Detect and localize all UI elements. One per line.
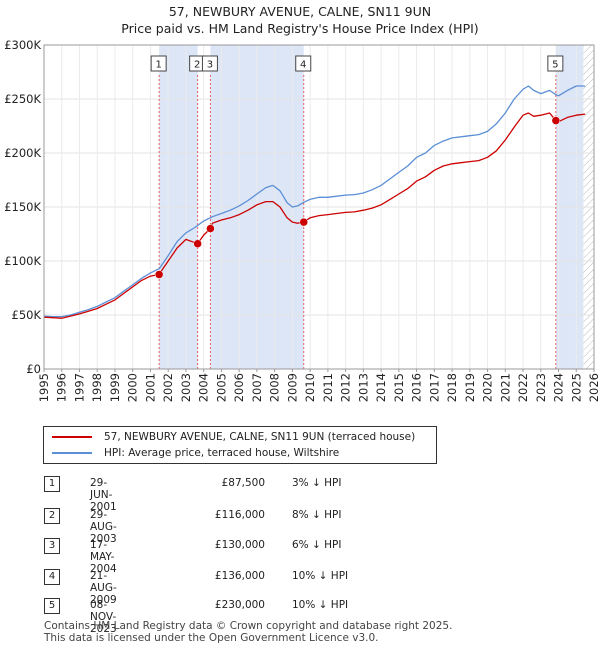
x-tick-label: 2025 xyxy=(569,373,583,402)
x-tick-label: 1996 xyxy=(55,373,69,402)
x-tick-label: 2008 xyxy=(268,373,282,402)
transaction-price: £230,000 xyxy=(214,599,265,611)
footer-copyright: Contains HM Land Registry data © Crown c… xyxy=(44,620,453,632)
x-tick-label: 1995 xyxy=(37,373,51,402)
sale-label-box xyxy=(201,55,218,72)
x-tick-label: 2016 xyxy=(410,373,424,402)
y-tick-label: £150K xyxy=(4,200,41,214)
sale-label-text: 4 xyxy=(300,60,306,71)
x-tick-label: 2019 xyxy=(463,373,477,402)
transaction-number: 3 xyxy=(44,538,60,554)
y-tick-label: £100K xyxy=(4,254,41,268)
x-tick-label: 2015 xyxy=(392,373,406,402)
y-tick-label: £250K xyxy=(4,92,41,106)
sale-label-text: 3 xyxy=(207,60,213,71)
hpi-line xyxy=(43,85,586,318)
sale-label-text: 5 xyxy=(552,60,558,71)
chart-legend: 57, NEWBURY AVENUE, CALNE, SN11 9UN (ter… xyxy=(43,426,437,464)
transaction-hpi-diff: 3% ↓ HPI xyxy=(292,477,342,489)
sale-point xyxy=(206,224,215,233)
transaction-date: 21-AUG-2009 xyxy=(90,570,117,606)
transaction-hpi-diff: 10% ↓ HPI xyxy=(292,599,349,611)
y-tick-label: £0 xyxy=(26,362,41,376)
transaction-price: £130,000 xyxy=(214,539,265,551)
y-tick-label: £200K xyxy=(4,146,41,160)
sale-label-text: 1 xyxy=(155,60,161,71)
x-tick-label: 2012 xyxy=(339,373,353,402)
transaction-price: £87,500 xyxy=(221,477,265,489)
x-tick-label: 2005 xyxy=(214,373,228,402)
x-tick-label: 2024 xyxy=(552,373,566,402)
x-tick-label: 2004 xyxy=(197,373,211,402)
sale-point xyxy=(154,270,164,279)
hpi-line-swatch xyxy=(52,452,92,454)
sale-label-text: 2 xyxy=(194,60,200,71)
x-tick-label: 2014 xyxy=(374,373,388,402)
x-tick-label: 2018 xyxy=(445,373,459,402)
chart-subtitle: Price paid vs. HM Land Registry's House … xyxy=(121,21,479,36)
legend-hpi-label: HPI: Average price, terraced house, Wilt… xyxy=(104,447,340,459)
transaction-date: 08-NOV-2023 xyxy=(90,599,117,635)
transaction-date: 17-MAY-2004 xyxy=(90,539,117,575)
x-tick-label: 2000 xyxy=(126,373,140,402)
x-tick-label: 2022 xyxy=(516,373,530,402)
footer-license: This data is licensed under the Open Gov… xyxy=(44,632,379,644)
transaction-number: 4 xyxy=(44,569,60,585)
sale-label-box xyxy=(150,55,167,72)
x-tick-label: 2011 xyxy=(321,373,335,402)
property-line-swatch xyxy=(52,436,92,438)
transaction-number: 1 xyxy=(44,476,60,492)
sale-label-box xyxy=(547,55,564,72)
x-tick-label: 2017 xyxy=(427,373,441,402)
legend-item-hpi: HPI: Average price, terraced house, Wilt… xyxy=(52,447,339,459)
x-tick-label: 2026 xyxy=(587,373,600,402)
sale-point xyxy=(551,116,561,125)
transaction-hpi-diff: 8% ↓ HPI xyxy=(292,509,342,521)
x-tick-label: 2002 xyxy=(161,373,175,402)
transaction-number: 2 xyxy=(44,508,60,524)
x-tick-label: 2007 xyxy=(250,373,264,402)
sale-label-box xyxy=(295,55,312,72)
y-tick-label: £300K xyxy=(4,38,41,52)
transaction-hpi-diff: 6% ↓ HPI xyxy=(292,539,342,551)
x-tick-label: 2006 xyxy=(232,373,246,402)
transaction-hpi-diff: 10% ↓ HPI xyxy=(292,570,349,582)
x-tick-label: 1997 xyxy=(72,373,86,402)
x-tick-label: 2023 xyxy=(534,373,548,402)
sale-point xyxy=(193,239,202,248)
x-tick-label: 1998 xyxy=(90,373,104,402)
sale-point xyxy=(299,217,308,227)
transaction-price: £136,000 xyxy=(214,570,265,582)
plot-frame xyxy=(43,44,595,370)
transaction-number: 5 xyxy=(44,598,60,614)
x-tick-label: 1999 xyxy=(108,373,122,402)
x-tick-label: 2003 xyxy=(179,373,193,402)
transaction-date: 29-AUG-2003 xyxy=(90,509,117,545)
x-tick-label: 2020 xyxy=(481,373,495,402)
x-tick-label: 2010 xyxy=(303,373,317,402)
chart-title: 57, NEWBURY AVENUE, CALNE, SN11 9UN xyxy=(168,4,432,19)
price-chart: 1 2 3 4 5£0£50K£100K£150K£200K£250K£300K1995… xyxy=(4,38,600,402)
x-tick-label: 2001 xyxy=(143,373,157,402)
transaction-price: £116,000 xyxy=(214,509,265,521)
transaction-date: 29-JUN-2001 xyxy=(90,477,117,513)
x-tick-label: 2009 xyxy=(285,373,299,402)
x-tick-label: 2013 xyxy=(356,373,370,402)
x-tick-label: 2021 xyxy=(498,373,512,402)
y-tick-label: £50K xyxy=(12,308,42,322)
legend-property-label: 57, NEWBURY AVENUE, CALNE, SN11 9UN (ter… xyxy=(104,431,416,443)
legend-item-property: 57, NEWBURY AVENUE, CALNE, SN11 9UN (ter… xyxy=(52,431,415,443)
